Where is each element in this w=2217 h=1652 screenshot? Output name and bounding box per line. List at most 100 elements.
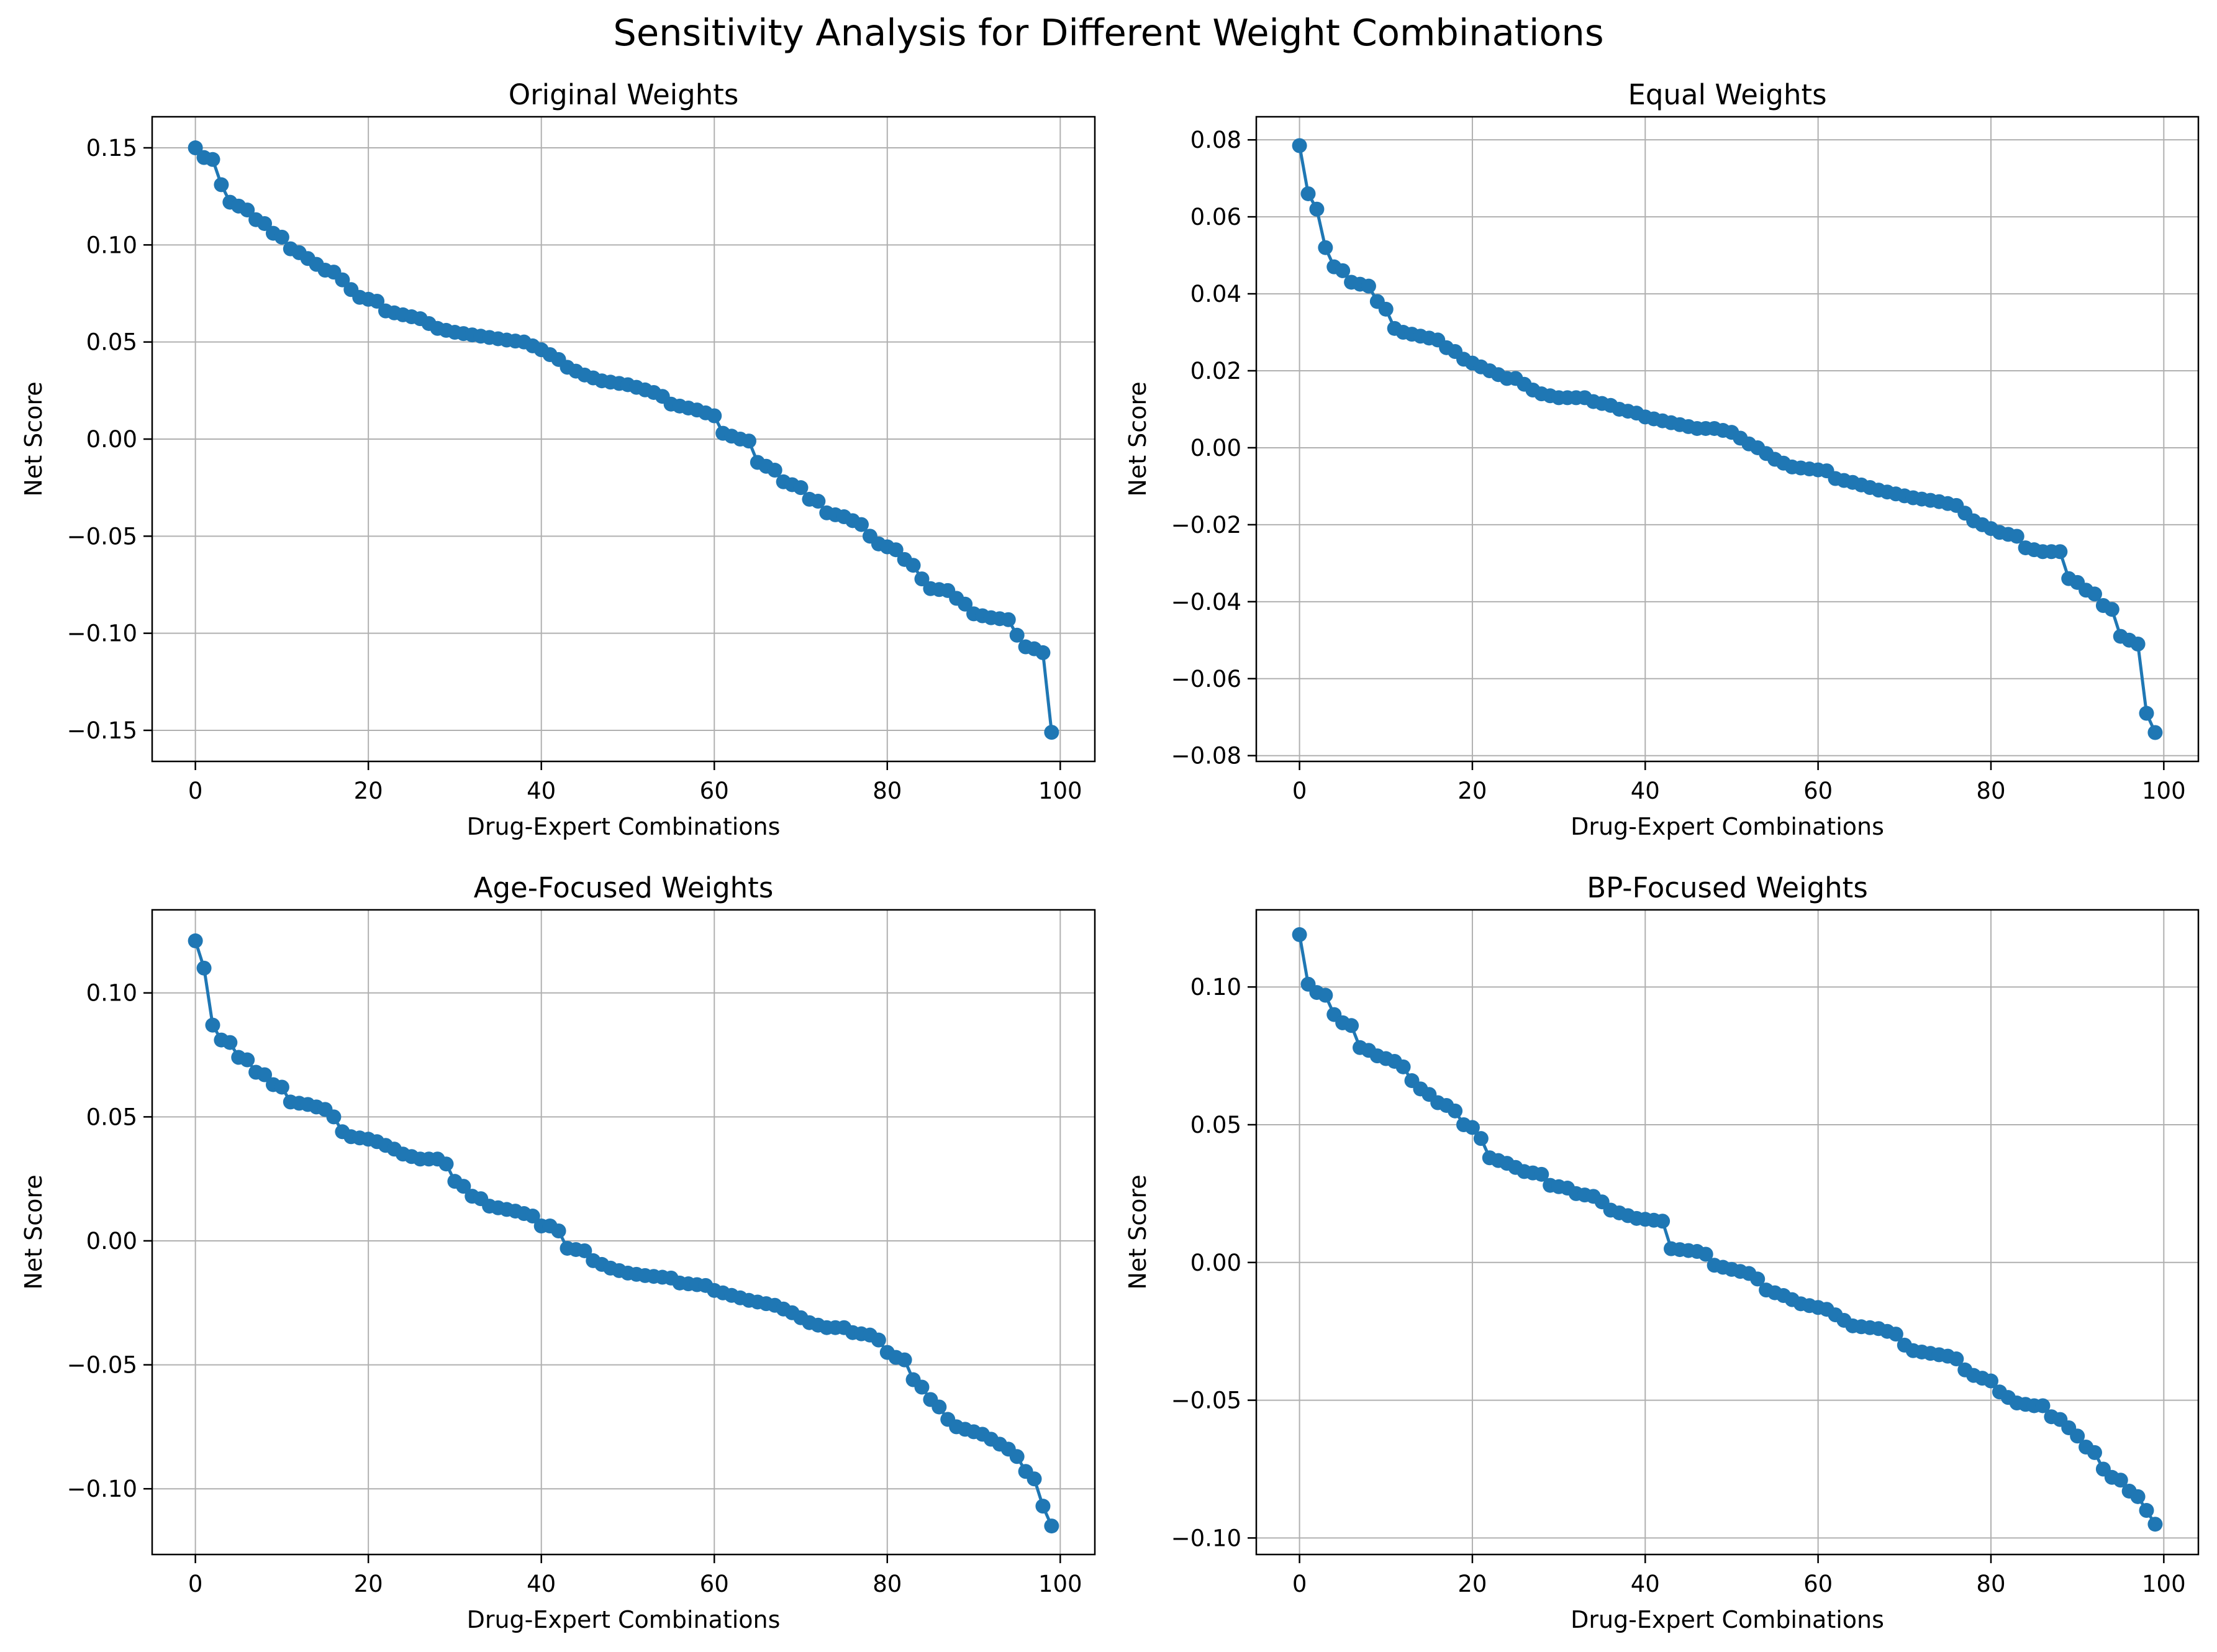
data-point bbox=[914, 1379, 930, 1395]
data-point bbox=[214, 177, 229, 193]
x-tick-label: 80 bbox=[873, 1571, 902, 1597]
y-tick-label: −0.06 bbox=[1171, 666, 1241, 692]
subplot-title: Original Weights bbox=[509, 78, 739, 111]
data-point bbox=[1378, 301, 1394, 317]
data-point bbox=[551, 1223, 566, 1239]
x-tick-label: 0 bbox=[188, 1571, 203, 1597]
data-point bbox=[810, 494, 826, 509]
data-point bbox=[793, 480, 809, 496]
data-point bbox=[2130, 1489, 2146, 1504]
axes-frame bbox=[1255, 116, 2200, 763]
data-point bbox=[767, 463, 782, 478]
y-tick-label: 0.00 bbox=[1190, 1250, 1241, 1276]
subplot-3: 0 20 40 60 80 100 −0.10 −0.05 0.00 0.05 0.10 Age-Fo… bbox=[20, 871, 1096, 1633]
x-tick-label: 0 bbox=[1292, 1571, 1307, 1597]
data-point bbox=[1655, 1214, 1671, 1229]
data-point bbox=[1044, 725, 1059, 740]
data-point bbox=[1750, 1271, 1766, 1287]
y-tick-label: 0.15 bbox=[86, 135, 137, 161]
x-axis-label: Drug-Expert Combinations bbox=[1571, 813, 1884, 840]
y-tick-label: 0.00 bbox=[86, 1228, 137, 1255]
data-point bbox=[1888, 1327, 1903, 1342]
data-point bbox=[1534, 1166, 1549, 1182]
y-tick-label: 0.00 bbox=[1190, 435, 1241, 461]
y-tick-label: 0.00 bbox=[86, 426, 137, 453]
y-tick-label: 0.10 bbox=[1190, 974, 1241, 1001]
x-tick-label: 60 bbox=[1803, 778, 1833, 804]
series-line bbox=[1298, 934, 2157, 1525]
y-tick-label: −0.15 bbox=[67, 717, 137, 744]
data-point bbox=[871, 1332, 886, 1348]
y-tick-label: −0.05 bbox=[67, 523, 137, 550]
data-point bbox=[2087, 586, 2102, 602]
x-tick-label: 60 bbox=[700, 1571, 729, 1597]
y-axis-label: Net Score bbox=[20, 381, 47, 496]
y-tick-label: −0.08 bbox=[1171, 743, 1241, 769]
y-axis-label: Net Score bbox=[20, 1174, 47, 1289]
data-point bbox=[1473, 1131, 1489, 1146]
x-tick-label: 0 bbox=[1292, 778, 1307, 804]
data-point bbox=[1464, 1120, 1480, 1135]
y-tick-label: 0.06 bbox=[1190, 204, 1241, 230]
subplot-title: Equal Weights bbox=[1628, 78, 1826, 111]
data-point bbox=[932, 1399, 947, 1415]
y-tick-label: 0.08 bbox=[1190, 127, 1241, 153]
data-point bbox=[1698, 1246, 1713, 1262]
data-point bbox=[2147, 725, 2163, 740]
data-point bbox=[2104, 602, 2120, 617]
data-point bbox=[853, 517, 869, 532]
data-point bbox=[1983, 1373, 1998, 1389]
data-point bbox=[1318, 240, 1333, 255]
data-point bbox=[222, 1035, 238, 1050]
x-tick-label: 100 bbox=[1038, 778, 1082, 804]
x-axis-label: Drug-Expert Combinations bbox=[467, 813, 781, 840]
y-tick-label: −0.10 bbox=[67, 1476, 137, 1502]
axes-frame bbox=[1255, 909, 2200, 1556]
data-point bbox=[897, 1352, 912, 1368]
x-tick-label: 0 bbox=[188, 778, 203, 804]
data-point bbox=[456, 1179, 471, 1194]
data-point bbox=[274, 1079, 289, 1095]
data-point bbox=[1318, 987, 1333, 1003]
data-point bbox=[2113, 1473, 2128, 1488]
y-tick-label: −0.04 bbox=[1171, 589, 1241, 615]
x-axis-label: Drug-Expert Combinations bbox=[467, 1606, 781, 1633]
data-point bbox=[1335, 263, 1351, 278]
data-point bbox=[1009, 627, 1025, 643]
data-point bbox=[274, 229, 289, 245]
data-point bbox=[2035, 1398, 2051, 1414]
data-point bbox=[240, 1052, 255, 1068]
y-tick-label: −0.02 bbox=[1171, 512, 1241, 538]
subplot-4: 0 20 40 60 80 100 −0.10 −0.05 0.00 0.05 0.10 BP-Foc… bbox=[1124, 871, 2200, 1633]
data-point bbox=[958, 596, 973, 612]
x-tick-label: 80 bbox=[873, 778, 902, 804]
data-point bbox=[888, 542, 904, 558]
data-point bbox=[1035, 645, 1051, 660]
data-point bbox=[335, 272, 350, 288]
y-axis-label: Net Score bbox=[1124, 381, 1151, 496]
data-point bbox=[741, 433, 756, 449]
data-point bbox=[1035, 1499, 1051, 1514]
x-tick-label: 20 bbox=[1458, 778, 1487, 804]
axes-frame bbox=[151, 909, 1096, 1556]
data-point bbox=[707, 408, 722, 424]
data-point bbox=[2130, 636, 2146, 651]
y-tick-label: −0.05 bbox=[67, 1352, 137, 1379]
x-tick-label: 20 bbox=[1458, 1571, 1487, 1597]
y-tick-label: 0.05 bbox=[1190, 1112, 1241, 1138]
x-tick-label: 20 bbox=[354, 778, 383, 804]
data-point bbox=[438, 1156, 454, 1172]
x-tick-label: 60 bbox=[700, 778, 729, 804]
series-line bbox=[1298, 145, 2157, 733]
data-point bbox=[905, 558, 921, 573]
y-tick-label: 0.04 bbox=[1190, 281, 1241, 307]
subplot-title: Age-Focused Weights bbox=[474, 871, 774, 904]
series-line bbox=[194, 940, 1053, 1527]
x-tick-label: 100 bbox=[2142, 1571, 2186, 1597]
data-point bbox=[196, 960, 212, 976]
y-tick-label: 0.05 bbox=[86, 329, 137, 356]
data-point bbox=[1395, 1059, 1411, 1074]
x-tick-label: 20 bbox=[354, 1571, 383, 1597]
data-point bbox=[525, 1209, 540, 1224]
